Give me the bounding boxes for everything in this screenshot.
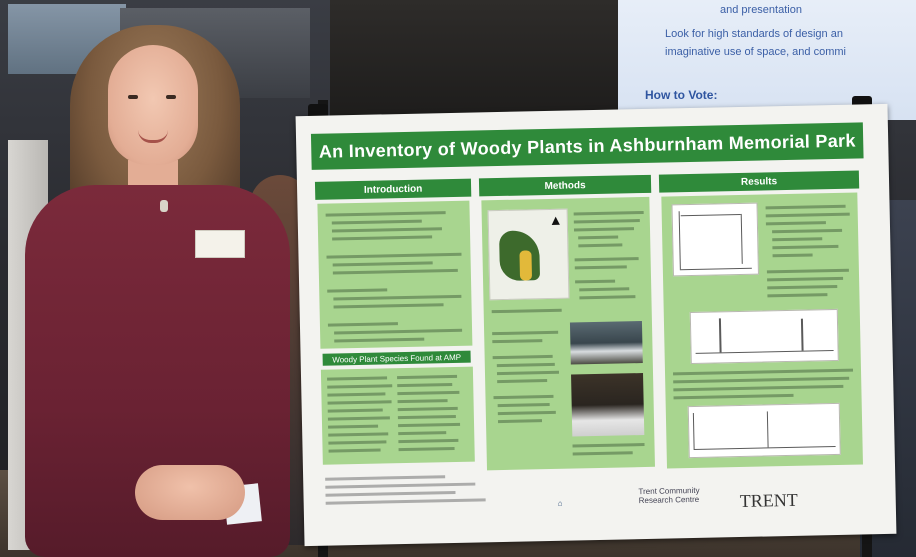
- species-panel: [320, 366, 475, 465]
- results-heading: Results: [658, 170, 860, 193]
- screen-text-line: and presentation: [720, 4, 802, 16]
- screen-heading: How to Vote:: [645, 88, 718, 102]
- north-arrow-icon: ▲: [548, 211, 563, 228]
- person-eye: [166, 95, 176, 99]
- person-eye: [128, 95, 138, 99]
- person-smile: [138, 130, 168, 143]
- results-chart-top: [671, 202, 759, 277]
- name-badge: [195, 230, 245, 258]
- person-hands: [135, 465, 245, 520]
- university-crest-icon: ⌂: [557, 498, 563, 508]
- person-face: [108, 45, 198, 165]
- results-panel: [661, 192, 863, 469]
- screen-text-line: Look for high standards of design an: [665, 28, 843, 40]
- species-heading: Woody Plant Species Found at AMP: [322, 350, 471, 366]
- methods-column: Methods: [478, 174, 652, 197]
- forest-photo: [571, 373, 645, 437]
- person-necklace: [160, 200, 168, 212]
- screen-text-line: imaginative use of space, and commi: [665, 46, 846, 58]
- trent-logo: TRENT: [739, 489, 798, 512]
- field-photo: [569, 321, 643, 365]
- results-column: Results: [658, 170, 860, 193]
- introduction-heading: Introduction: [314, 178, 472, 200]
- research-poster: An Inventory of Woody Plants in Ashburnh…: [295, 103, 897, 547]
- methods-panel: ▲: [481, 196, 655, 471]
- introduction-panel: [317, 200, 473, 349]
- poster-title: An Inventory of Woody Plants in Ashburnh…: [310, 122, 864, 170]
- introduction-column: Introduction: [314, 178, 472, 200]
- methods-heading: Methods: [478, 174, 652, 197]
- results-chart-middle: [689, 308, 839, 365]
- results-chart-bottom: [687, 402, 841, 459]
- park-map: ▲: [487, 208, 570, 301]
- trent-community-logo: Trent Community Research Centre: [638, 485, 700, 506]
- background-wall: [330, 0, 620, 130]
